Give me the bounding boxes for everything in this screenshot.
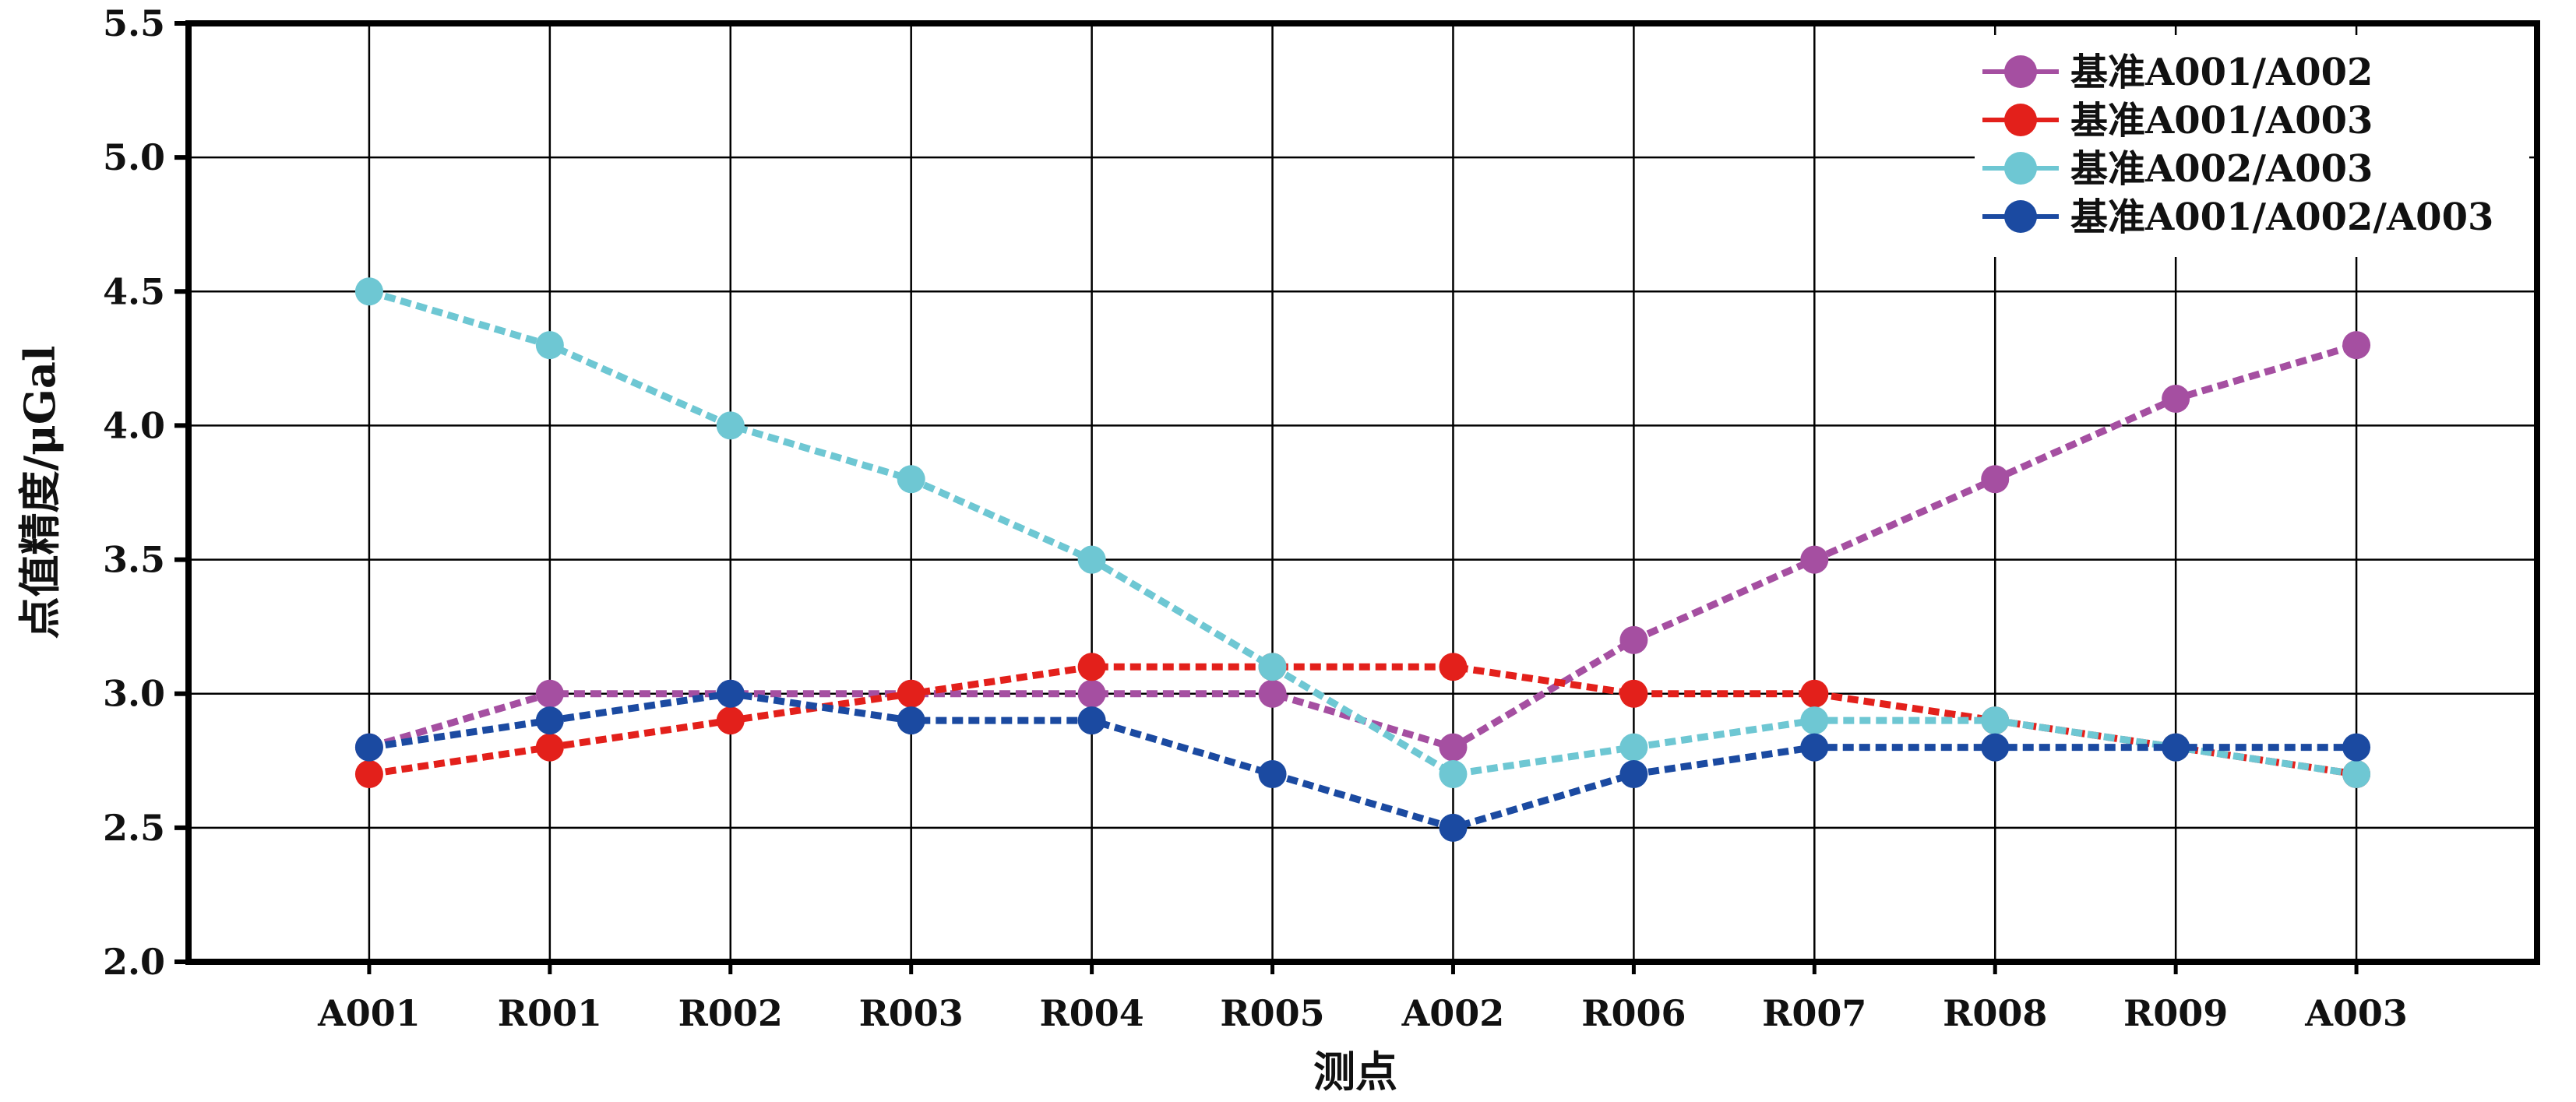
series-layer: [354, 277, 2371, 842]
legend-item: 基准A001/A003: [1982, 99, 2373, 143]
data-point: [1077, 679, 1106, 708]
y-tick-label: 5.5: [103, 2, 165, 44]
x-tick-label: R007: [1762, 992, 1866, 1034]
series-4: [354, 679, 2371, 842]
data-point: [2342, 760, 2371, 788]
legend-swatch-marker: [2004, 55, 2037, 88]
x-tick-label: R003: [859, 992, 964, 1034]
data-point: [897, 465, 925, 494]
data-point: [2342, 733, 2371, 762]
legend-item: 基准A001/A002/A003: [1982, 195, 2493, 239]
data-point: [2162, 385, 2190, 413]
legend-swatch-marker: [2004, 104, 2037, 136]
x-tick-label: A003: [2304, 992, 2408, 1034]
data-point: [1619, 733, 1648, 762]
data-point: [1077, 545, 1106, 574]
legend-item: 基准A002/A003: [1982, 147, 2373, 191]
x-tick-label: R005: [1220, 992, 1324, 1034]
legend-item: 基准A001/A002: [1982, 51, 2373, 94]
data-point: [1800, 545, 1829, 574]
x-tick-label: A002: [1401, 992, 1505, 1034]
data-point: [1258, 653, 1287, 681]
data-point: [354, 277, 383, 306]
data-point: [1439, 760, 1468, 788]
x-tick-label: R008: [1943, 992, 2047, 1034]
legend-swatch-marker: [2004, 152, 2037, 185]
x-tick-label: R001: [498, 992, 602, 1034]
legend-label: 基准A002/A003: [2070, 147, 2373, 191]
series-line: [368, 287, 2357, 778]
data-point: [1439, 733, 1468, 762]
y-axis-label: 点值精度/μGal: [15, 346, 65, 639]
y-tick-label: 2.0: [103, 941, 165, 983]
data-point: [1800, 706, 1829, 735]
legend: 基准A001/A002 基准A001/A003基准A002/A003基准A001/…: [1975, 35, 2529, 257]
legend-label: 基准A001/A002/A003: [2070, 195, 2493, 239]
series-line: [368, 690, 2357, 832]
data-point: [716, 679, 745, 708]
data-point: [1077, 706, 1106, 735]
data-point: [1258, 679, 1287, 708]
data-point: [1800, 733, 1829, 762]
y-tick-label: 2.5: [103, 807, 165, 849]
data-point: [1619, 679, 1648, 708]
data-point: [1981, 465, 2010, 494]
data-point: [1800, 679, 1829, 708]
plot-frame: [185, 20, 2540, 965]
legend-background: [1975, 35, 2529, 257]
data-point: [897, 706, 925, 735]
legend-label: 基准A001/A003: [2070, 99, 2373, 143]
data-point: [2162, 733, 2190, 762]
data-point: [2342, 331, 2371, 360]
data-point: [354, 760, 383, 788]
data-point: [535, 331, 564, 360]
x-axis-label: 测点: [1313, 1047, 1397, 1097]
legend-label: 基准A001/A002: [2070, 51, 2373, 94]
y-tick-label: 5.0: [103, 136, 165, 178]
data-point: [535, 733, 564, 762]
data-point: [1439, 813, 1468, 842]
x-tick-label: R004: [1039, 992, 1144, 1034]
data-point: [716, 706, 745, 735]
y-tick-label: 4.0: [103, 404, 165, 446]
data-point: [897, 679, 925, 708]
x-axis-ticks: A001 R001 R002 R003 R004 R005 A002 R006 R007 R008…: [317, 962, 2408, 1034]
legend-swatch-marker: [2004, 200, 2037, 233]
y-tick-label: 3.5: [103, 539, 165, 581]
data-point: [1439, 653, 1468, 681]
data-point: [535, 679, 564, 708]
x-tick-label: A001: [317, 992, 421, 1034]
series-3: [354, 277, 2371, 788]
data-point: [1981, 706, 2010, 735]
y-axis-ticks: 2.0 2.5 3.0 3.5 4.0 4.5 5.0 5.5: [103, 2, 189, 983]
data-point: [354, 733, 383, 762]
y-tick-label: 4.5: [103, 270, 165, 312]
series-line: [368, 663, 2357, 778]
x-tick-label: R002: [678, 992, 783, 1034]
data-point: [716, 411, 745, 440]
data-point: [1619, 625, 1648, 654]
data-point: [1258, 760, 1287, 788]
x-tick-label: R006: [1581, 992, 1686, 1034]
y-tick-label: 3.0: [103, 673, 165, 715]
series-line: [368, 341, 2358, 752]
data-point: [1077, 653, 1106, 681]
series-1: [354, 331, 2371, 762]
data-point: [1619, 760, 1648, 788]
data-point: [1981, 733, 2010, 762]
x-tick-label: R009: [2123, 992, 2228, 1034]
data-point: [535, 706, 564, 735]
